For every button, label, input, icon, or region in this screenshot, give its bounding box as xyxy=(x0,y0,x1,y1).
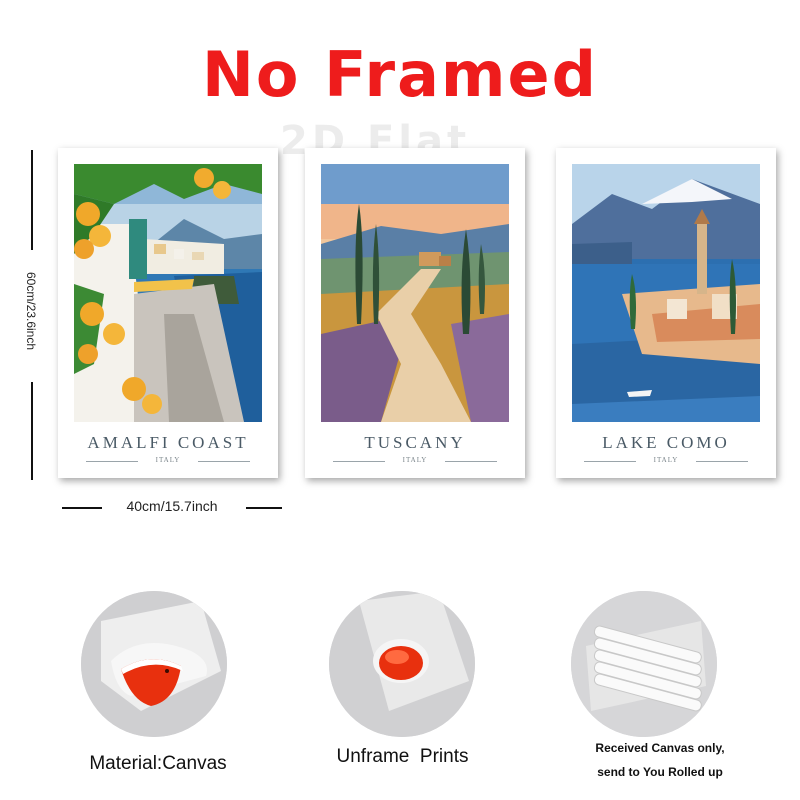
width-dimension: 40cm/15.7inch xyxy=(62,498,282,516)
poster-title: LAKE COMO xyxy=(602,433,730,452)
poster-rule-right xyxy=(696,461,748,462)
caption-unframed: Unframe Prints xyxy=(336,746,469,767)
poster-lake-como: LAKE COMO ITALY xyxy=(556,148,776,478)
headline: No Framed xyxy=(202,38,598,111)
height-dimension-line-bottom xyxy=(31,382,33,480)
width-dimension-label: 40cm/15.7inch xyxy=(126,498,218,514)
height-dimension-label: 60cm/23.6inch xyxy=(24,271,38,351)
poster-artwork xyxy=(572,164,760,422)
poster-rule-left xyxy=(86,461,138,462)
rolled-canvas-package-photo xyxy=(571,591,717,737)
caption-received-line1: Received Canvas only, xyxy=(595,741,725,755)
caption-material: Material:Canvas xyxy=(89,753,227,774)
poster-subtitle: ITALY xyxy=(402,456,428,464)
poster-subtitle: ITALY xyxy=(155,456,181,464)
height-dimension: 60cm/23.6inch xyxy=(24,150,38,480)
poster-title: TUSCANY xyxy=(364,433,466,452)
poster-rule-right xyxy=(198,461,250,462)
height-dimension-line-top xyxy=(31,150,33,250)
poster-rule-right xyxy=(445,461,497,462)
caption-received-line2: send to You Rolled up xyxy=(597,765,723,779)
poster-artwork xyxy=(74,164,262,422)
width-dimension-line-left xyxy=(62,507,102,509)
canvas-material-photo xyxy=(81,591,227,737)
poster-amalfi-coast: AMALFI COAST ITALY xyxy=(58,148,278,478)
poster-rule-left xyxy=(584,461,636,462)
unframed-print-photo xyxy=(329,591,475,737)
poster-artwork xyxy=(321,164,509,422)
poster-title: AMALFI COAST xyxy=(87,433,249,452)
width-dimension-line-right xyxy=(246,507,282,509)
poster-tuscany: TUSCANY ITALY xyxy=(305,148,525,478)
poster-subtitle: ITALY xyxy=(653,456,679,464)
poster-rule-left xyxy=(333,461,385,462)
